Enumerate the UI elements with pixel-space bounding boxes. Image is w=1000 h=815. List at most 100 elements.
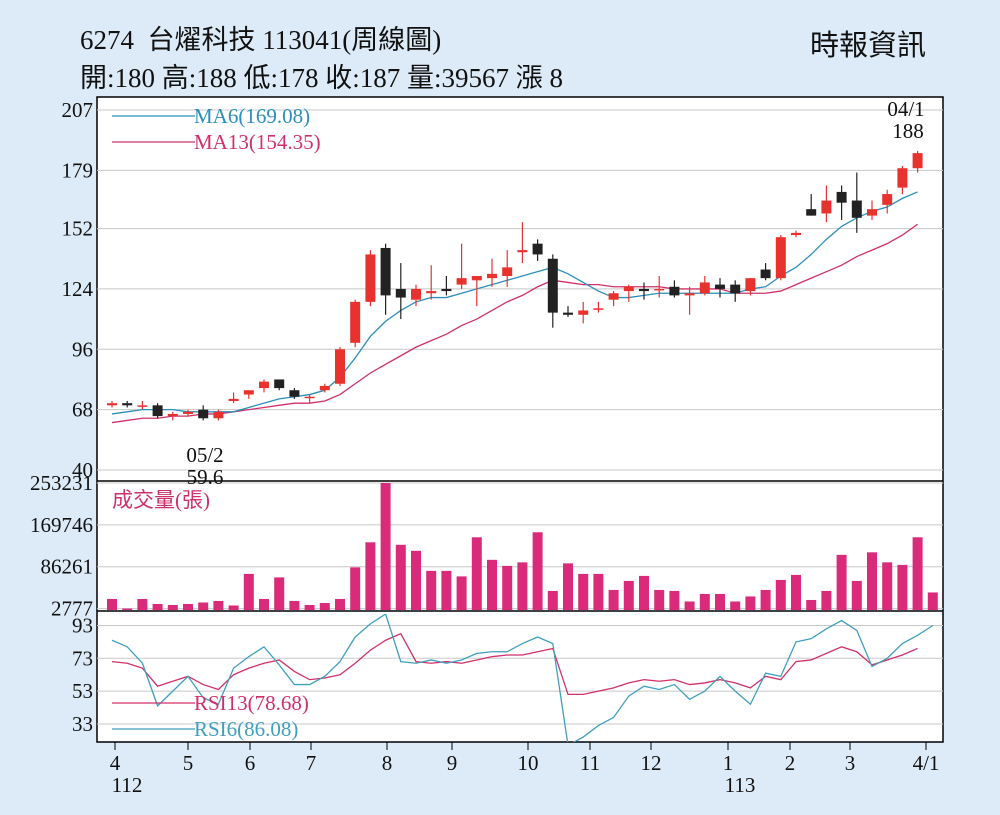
- candle-body: [608, 293, 619, 300]
- x-tick-label: 3: [845, 751, 856, 775]
- x-tick-label: 8: [382, 751, 393, 775]
- volume-bar: [395, 544, 406, 610]
- x-tick-label: 4: [110, 751, 121, 775]
- volume-tick-label: 169746: [30, 513, 93, 537]
- low-value-label: 59.6: [187, 465, 224, 489]
- candle-body: [578, 310, 589, 315]
- volume-bar: [654, 589, 665, 610]
- volume-bar: [699, 593, 710, 610]
- candle-body: [699, 282, 710, 294]
- year-label-112: 112: [112, 773, 143, 797]
- rsi13-legend: RSI13(78.68): [194, 691, 309, 715]
- volume-bar: [213, 600, 224, 610]
- volume-bar: [760, 589, 771, 610]
- candle-body: [502, 267, 513, 276]
- volume-bar: [517, 562, 528, 610]
- rsi-lines: [111, 614, 934, 742]
- candle-body: [304, 396, 315, 399]
- volume-bar: [228, 605, 239, 610]
- plot-area: [96, 96, 944, 743]
- candle-body: [395, 288, 406, 298]
- volume-bar: [411, 550, 421, 610]
- stock-code: 6274: [80, 25, 134, 55]
- volume-bar: [547, 590, 558, 610]
- volume-bar: [882, 562, 893, 610]
- candle-body: [563, 312, 573, 315]
- ma13-legend: MA13(154.35): [194, 130, 321, 154]
- volume-bar: [471, 537, 482, 610]
- volume-bar: [274, 577, 285, 610]
- rsi-tick-label: 93: [72, 613, 93, 637]
- rsi6-legend: RSI6(86.08): [194, 717, 298, 741]
- volume-title: 成交量(張): [112, 488, 210, 512]
- ma6-legend: MA6(169.08): [194, 104, 310, 128]
- price-tick-label: 207: [62, 98, 94, 122]
- candle-body: [122, 403, 133, 406]
- chart-period: (周線圖): [342, 25, 442, 55]
- volume-tick-label: 2777: [51, 597, 93, 621]
- volume-bar: [623, 580, 634, 610]
- volume-bar: [608, 589, 619, 610]
- candle-body: [152, 405, 163, 417]
- candle-body: [806, 209, 817, 216]
- x-tick-label: 7: [306, 751, 317, 775]
- volume-bar: [927, 592, 938, 610]
- volume-bar: [259, 598, 269, 610]
- candle-body: [213, 411, 224, 419]
- candle-body: [487, 273, 497, 279]
- x-tick-label: 6: [245, 751, 256, 775]
- candle-body: [912, 153, 923, 169]
- candle-body: [228, 398, 239, 402]
- ma13-line: [111, 223, 918, 424]
- candle-body: [593, 308, 604, 310]
- volume-bar: [487, 559, 497, 610]
- volume-bar: [806, 599, 817, 610]
- x-tick-label: 4/1: [913, 751, 940, 775]
- volume-bar: [335, 598, 345, 610]
- volume-bar: [122, 608, 133, 610]
- chart-date: 113041: [262, 25, 343, 55]
- volume-bar: [502, 565, 513, 610]
- rsi13-line: [111, 632, 918, 696]
- volume-bar: [183, 603, 193, 610]
- candle-body: [639, 288, 649, 292]
- candle-body: [198, 409, 209, 419]
- volume-bar: [167, 604, 178, 610]
- candle-body: [350, 301, 361, 343]
- volume-bar: [426, 570, 437, 610]
- candle-body: [365, 254, 376, 302]
- volume-bar: [304, 604, 315, 610]
- candle-body: [380, 247, 391, 296]
- candle-body: [426, 291, 437, 294]
- volume-bar: [851, 580, 862, 610]
- candle-body: [745, 278, 756, 292]
- candle-body: [730, 284, 741, 294]
- candle-body: [760, 269, 771, 279]
- candle-body: [791, 232, 801, 236]
- candle-body: [623, 286, 634, 292]
- candle-body: [471, 275, 482, 281]
- chart-title: 6274 台燿科技 113041(周線圖): [80, 18, 441, 57]
- candle-body: [882, 194, 893, 205]
- stock-name: 台燿科技: [147, 25, 256, 55]
- price-tick-label: 179: [62, 158, 94, 182]
- volume-bar: [867, 552, 877, 610]
- rsi-tick-label: 33: [72, 712, 93, 736]
- x-tick-label: 11: [580, 751, 600, 775]
- year-label-113: 113: [725, 773, 756, 797]
- volume-tick-label: 86261: [41, 555, 94, 579]
- candle-body: [547, 258, 558, 313]
- candle-body: [319, 385, 330, 391]
- volume-bar: [319, 602, 330, 610]
- price-tick-label: 40: [72, 458, 93, 482]
- candle-body: [274, 379, 285, 389]
- volume-bar: [350, 567, 361, 610]
- volume-bar: [152, 603, 163, 610]
- high-date-label: 04/1: [887, 97, 924, 121]
- price-tick-label: 68: [72, 398, 93, 422]
- volume-bar: [715, 593, 725, 610]
- candle-body: [867, 209, 877, 216]
- candle-body: [137, 405, 148, 407]
- volume-bar: [107, 598, 117, 610]
